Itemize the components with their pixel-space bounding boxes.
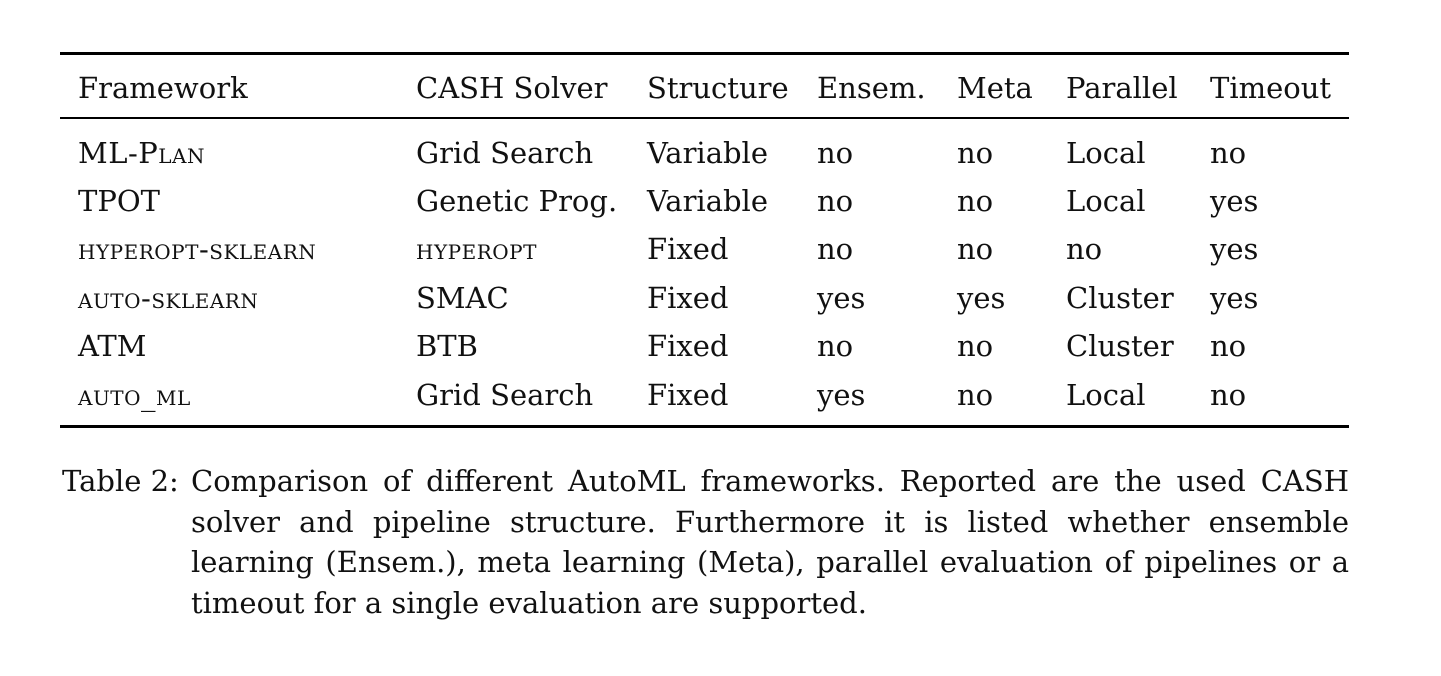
- cell-cash-solver: Grid Search: [416, 136, 594, 170]
- cell-framework: TPOT: [78, 184, 160, 218]
- cell-ensem: no: [817, 136, 854, 170]
- cell-cash-solver: BTB: [416, 329, 478, 363]
- cell-cash-solver: Genetic Prog.: [416, 184, 618, 218]
- cell-parallel: Cluster: [1066, 281, 1174, 315]
- cell-structure: Fixed: [647, 378, 729, 412]
- cell-framework: auto-sklearn: [78, 281, 259, 315]
- cell-meta: no: [957, 329, 994, 363]
- cell-framework: ATM: [78, 329, 147, 363]
- cell-structure: Variable: [647, 136, 768, 170]
- cell-structure: Fixed: [647, 329, 729, 363]
- cell-ensem: yes: [817, 281, 866, 315]
- header-structure: Structure: [647, 71, 789, 105]
- cell-cash-solver: SMAC: [416, 281, 509, 315]
- cell-parallel: no: [1066, 232, 1103, 266]
- cell-timeout: yes: [1210, 232, 1259, 266]
- cell-cash-solver: hyperopt: [416, 232, 537, 266]
- cell-parallel: Local: [1066, 136, 1146, 170]
- cell-framework: hyperopt-sklearn: [78, 232, 317, 266]
- cell-ensem: yes: [817, 378, 866, 412]
- cell-meta: no: [957, 184, 994, 218]
- cell-structure: Fixed: [647, 281, 729, 315]
- header-cash-solver: CASH Solver: [416, 71, 608, 105]
- table-mid-rule: [60, 117, 1349, 119]
- cell-meta: no: [957, 232, 994, 266]
- cell-cash-solver: Grid Search: [416, 378, 594, 412]
- cell-meta: no: [957, 378, 994, 412]
- cell-meta: no: [957, 136, 994, 170]
- cell-timeout: no: [1210, 329, 1247, 363]
- cell-framework: ML-Plan: [78, 136, 205, 170]
- cell-timeout: no: [1210, 136, 1247, 170]
- header-timeout: Timeout: [1210, 71, 1332, 105]
- cell-structure: Fixed: [647, 232, 729, 266]
- header-ensem: Ensem.: [817, 71, 926, 105]
- cell-parallel: Local: [1066, 378, 1146, 412]
- caption-label: Table 2:: [62, 464, 179, 498]
- header-meta: Meta: [957, 71, 1033, 105]
- table-bottom-rule: [60, 425, 1349, 428]
- header-parallel: Parallel: [1066, 71, 1178, 105]
- cell-ensem: no: [817, 232, 854, 266]
- cell-timeout: yes: [1210, 281, 1259, 315]
- caption-text: Comparison of different AutoML framework…: [191, 464, 1349, 620]
- header-framework: Framework: [78, 71, 248, 105]
- cell-meta: yes: [957, 281, 1006, 315]
- cell-framework: auto_ml: [78, 378, 191, 412]
- cell-parallel: Local: [1066, 184, 1146, 218]
- cell-timeout: no: [1210, 378, 1247, 412]
- table-top-rule: [60, 52, 1349, 55]
- cell-ensem: no: [817, 329, 854, 363]
- cell-parallel: Cluster: [1066, 329, 1174, 363]
- cell-structure: Variable: [647, 184, 768, 218]
- cell-timeout: yes: [1210, 184, 1259, 218]
- cell-ensem: no: [817, 184, 854, 218]
